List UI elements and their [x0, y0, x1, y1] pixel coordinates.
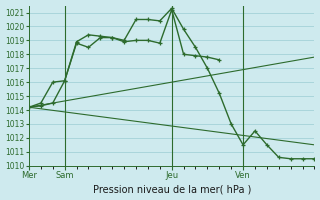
X-axis label: Pression niveau de la mer( hPa ): Pression niveau de la mer( hPa )	[92, 184, 251, 194]
